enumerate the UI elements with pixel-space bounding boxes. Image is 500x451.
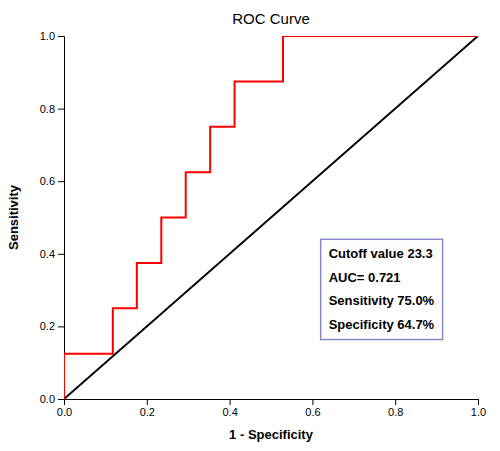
line xyxy=(64,36,478,399)
tick-mark xyxy=(312,399,313,405)
tick-mark xyxy=(395,399,396,405)
axis-line xyxy=(58,37,65,400)
tick-label: 0.2 xyxy=(140,406,155,418)
y-axis: 0.0 0.2 0.4 0.6 0.8 1.0 xyxy=(40,30,65,405)
tick-label: 0.4 xyxy=(40,248,55,260)
line xyxy=(64,36,478,399)
axis-line xyxy=(65,400,479,406)
tick-mark xyxy=(58,36,64,37)
tick-mark xyxy=(58,109,64,110)
chart: 0.0 0.2 0.4 0.6 0.8 1.0 0.0 0.2 0.4 0.6 0.8 1.0 Cuto… xyxy=(0,0,500,451)
tick: 0.6 xyxy=(40,175,64,187)
tick-mark xyxy=(58,181,64,182)
tick-label: 0.8 xyxy=(388,406,403,418)
tick: 0.0 xyxy=(40,393,64,405)
tick: 1.0 xyxy=(40,30,64,42)
tick-label: 1.0 xyxy=(471,406,486,418)
tick: 0.2 xyxy=(140,399,155,418)
tick: 0.4 xyxy=(222,399,237,418)
tick-label: 0.0 xyxy=(57,406,72,418)
tick-mark xyxy=(58,254,64,255)
annotation-box xyxy=(321,239,443,339)
tick-label: 0.2 xyxy=(40,320,55,332)
tick: 0.2 xyxy=(40,320,64,332)
tick: 0.8 xyxy=(40,103,64,115)
tick-label: 1.0 xyxy=(40,30,55,42)
plot: 0.0 0.2 0.4 0.6 0.8 1.0 0.0 0.2 0.4 0.6 0.8 1.0 Cuto… xyxy=(40,30,486,418)
tick-mark xyxy=(478,399,479,405)
annotation-text: Cutoff value 23.3 AUC= 0.721 Sensitivity 7… xyxy=(329,246,435,331)
tick-label: 0.6 xyxy=(40,175,55,187)
annotation-line: Specificity 64.7% xyxy=(329,317,435,332)
annotation: Cutoff value 23.3 AUC= 0.721 Sensitivity 7… xyxy=(321,239,443,339)
tick-mark xyxy=(58,326,64,327)
annotation-line: AUC= 0.721 xyxy=(329,270,401,285)
tick: 0.0 xyxy=(57,399,72,418)
tick-mark xyxy=(58,399,64,400)
tick: 0.4 xyxy=(40,248,64,260)
y-axis-label: Sensitivity xyxy=(6,184,21,250)
title: ROC Curve xyxy=(232,10,310,27)
tick-mark xyxy=(230,399,231,405)
tick-label: 0.0 xyxy=(40,393,55,405)
tick-label: 0.4 xyxy=(222,406,237,418)
tick-label: 0.8 xyxy=(40,103,55,115)
tick: 0.6 xyxy=(305,399,320,418)
x-axis: 0.0 0.2 0.4 0.6 0.8 1.0 xyxy=(57,399,486,418)
annotation-line: Cutoff value 23.3 xyxy=(329,246,433,261)
x-axis-label: 1 - Specificity xyxy=(229,427,314,442)
tick-label: 0.6 xyxy=(305,406,320,418)
tick-mark xyxy=(147,399,148,405)
tick: 0.8 xyxy=(388,399,403,418)
annotation-line: Sensitivity 75.0% xyxy=(329,293,435,308)
lines xyxy=(64,36,478,399)
tick: 1.0 xyxy=(471,399,486,418)
